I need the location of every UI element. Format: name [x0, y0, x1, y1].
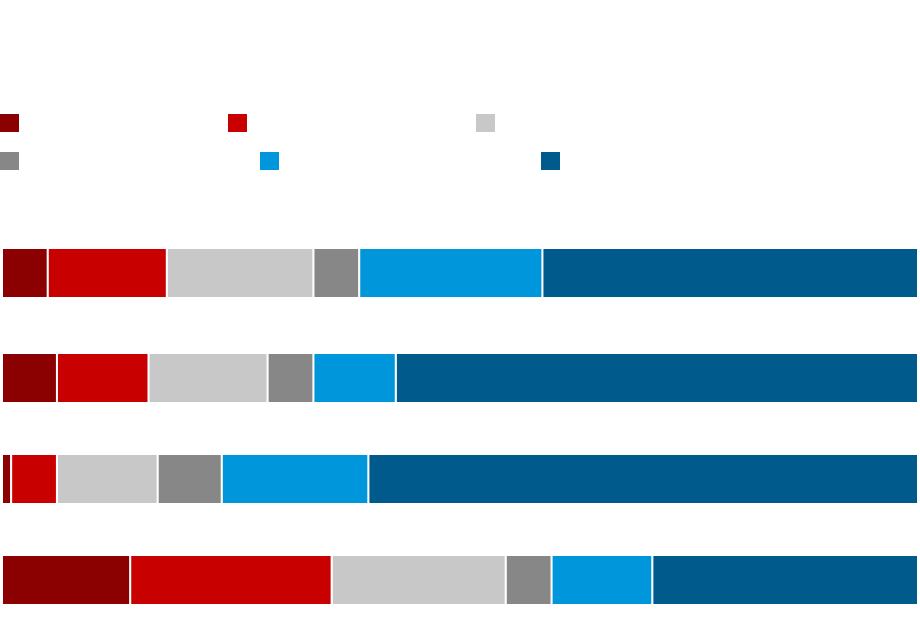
bar-segment: [266, 352, 315, 404]
legend-swatch: [260, 152, 279, 170]
legend-swatch: [476, 114, 495, 132]
bar-segment: [165, 247, 315, 299]
bar-segment: [147, 352, 269, 404]
bar-segment: [10, 453, 58, 505]
legend-swatch: [0, 152, 19, 170]
bar-segment: [312, 352, 397, 404]
bar-segment: [46, 247, 168, 299]
bar-segment: [55, 352, 150, 404]
bar-segment: [367, 453, 919, 505]
legend-swatch: [0, 114, 19, 132]
bar-segment: [312, 247, 361, 299]
bar-segment: [1, 247, 49, 299]
bar-segment: [156, 453, 223, 505]
legend-swatch: [541, 152, 560, 170]
bar-segment: [541, 247, 919, 299]
bar-segment: [394, 352, 919, 404]
bar-segment: [129, 554, 333, 606]
bar-segment: [1, 554, 132, 606]
bar-segment: [550, 554, 654, 606]
bar-segment: [55, 453, 159, 505]
legend-swatch: [228, 114, 247, 132]
bar-segment: [358, 247, 544, 299]
bar-segment: [1, 352, 58, 404]
bar-segment: [330, 554, 507, 606]
bar-segment: [220, 453, 370, 505]
bar-segment: [504, 554, 553, 606]
bar-segment: [651, 554, 919, 606]
bar-segment: [1, 453, 13, 505]
